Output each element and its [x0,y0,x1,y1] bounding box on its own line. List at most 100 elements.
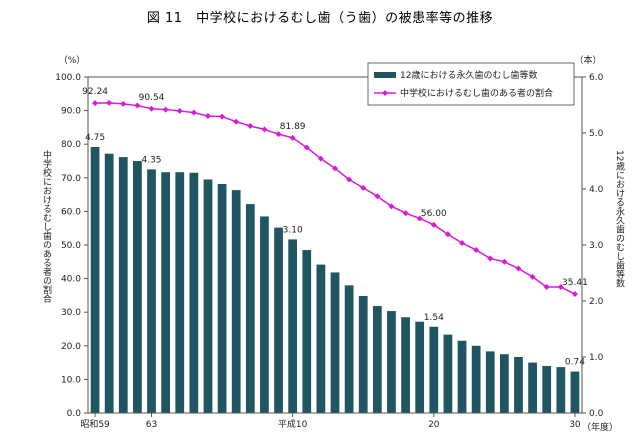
bar [147,169,156,413]
line-data-label: 90.54 [139,93,165,103]
line-marker [289,134,296,141]
right-axis-ticks: 0.0 1.0 2.0 3.0 4.0 5.0 6.0 [582,73,604,419]
bar [231,190,241,413]
line-marker [487,255,494,262]
bar [274,227,283,413]
bar [288,239,298,413]
bar [217,183,227,413]
line-marker [402,210,409,217]
bar [471,345,481,413]
line-marker [275,131,282,138]
right-axis-title: 12歳における永久歯のむし歯等数 [614,150,625,288]
left-tick-label: 40.0 [61,275,81,285]
line-marker [444,231,451,238]
line-series [92,99,578,298]
line-marker [317,155,324,162]
legend-bar-label: 12歳における永久歯のむし歯等数 [400,69,537,81]
bar [528,362,537,413]
line-marker [247,123,254,130]
x-axis-ticks: 昭和59 63 平成10 20 30 [80,413,581,430]
line-marker [92,100,99,107]
left-tick-label: 10.0 [61,375,81,385]
bar [443,334,453,413]
legend-line-label: 中学校におけるむし歯のある者の割合 [400,87,553,99]
left-tick-label: 90.0 [61,107,81,117]
bar [457,340,467,413]
line-marker [162,106,169,113]
line-marker [374,193,381,200]
bar [245,204,255,413]
line-marker [233,118,240,125]
bar [344,285,354,413]
right-axis-unit: （本） [574,54,601,66]
bar-data-labels: 4.75 4.35 3.10 1.54 0.74 [85,133,585,368]
x-tick-label: 平成10 [278,418,308,430]
x-tick-label: 30 [569,420,581,430]
bar [429,326,439,413]
line-marker [388,203,395,210]
bar [570,371,580,413]
right-tick-label: 3.0 [589,241,604,251]
left-tick-label: 70.0 [61,174,81,184]
x-axis-label: （年度） [582,421,618,433]
bar [542,365,552,413]
line-data-label: 81.89 [280,122,306,132]
line-marker [501,258,508,265]
line-marker [529,273,536,280]
bar [499,354,509,413]
line-data-label: 35.41 [562,278,588,288]
x-tick-label: 昭和59 [80,419,110,430]
bar-data-label: 3.10 [283,225,303,235]
legend-line-marker [382,90,388,96]
line-marker [416,215,423,222]
x-tick-label: 63 [146,420,157,430]
left-axis-title: 中学校におけるむし歯のある者の割合 [41,149,52,304]
left-tick-label: 100.0 [55,73,81,83]
right-tick-label: 6.0 [589,73,604,83]
left-tick-label: 50.0 [61,241,81,251]
bar-data-label: 0.74 [565,358,585,368]
bar [358,295,368,413]
plot-frame [87,76,583,414]
bar [175,172,185,413]
bar [514,357,523,413]
legend-bar-swatch [374,72,396,78]
bar [90,147,100,413]
left-tick-label: 30.0 [61,308,81,318]
line-data-labels: 92.24 90.54 81.89 56.00 35.41 [82,87,588,288]
bar [401,317,410,413]
right-tick-label: 4.0 [589,185,604,195]
x-tick-label: 20 [428,420,440,430]
line-data-label: 56.00 [421,209,447,219]
line-marker [332,165,338,172]
line-marker [515,265,522,272]
legend-box [367,62,575,106]
line-marker [543,284,550,290]
left-axis-ticks: 0.0 10.0 20.0 30.0 40.0 50.0 60.0 70.0 80.0 90.0 1… [55,73,88,419]
line-marker [261,126,268,133]
bar [556,367,566,413]
bar [104,153,114,413]
line-marker [120,100,127,107]
line-marker [190,109,197,116]
bar [330,272,340,413]
bar [203,179,213,413]
line-marker [430,221,437,228]
bar [485,351,495,413]
bar-data-label: 1.54 [424,313,444,323]
line-marker [360,184,367,191]
line-data-label: 92.24 [82,87,108,97]
line-marker [571,291,578,298]
bar [260,216,269,413]
left-tick-label: 80.0 [61,140,81,150]
bar [189,172,199,413]
line-marker [557,284,564,290]
line-marker [176,107,183,114]
bar [133,161,142,413]
bar-series [90,147,580,413]
bar [302,250,312,413]
right-tick-label: 5.0 [589,129,604,139]
line-marker [303,144,310,151]
bar-data-label: 4.35 [141,155,161,165]
line-marker [459,239,466,246]
